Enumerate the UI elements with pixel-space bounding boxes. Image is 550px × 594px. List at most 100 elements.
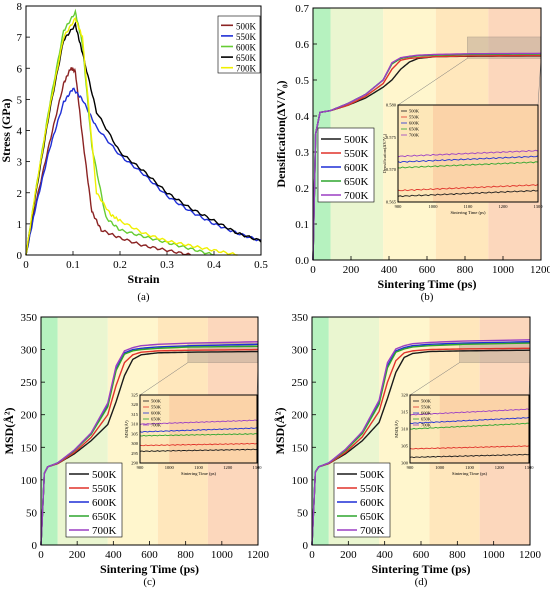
series-line-700K	[40, 341, 259, 546]
y-tick-label: 2	[17, 188, 23, 200]
inset-series-500K	[139, 448, 258, 453]
inset-series-500K	[409, 453, 530, 459]
inset-x-tick-label: 900	[137, 465, 145, 470]
legend-label: 650K	[360, 511, 385, 523]
x-tick-label: 800	[177, 549, 194, 561]
legend-label: 500K	[344, 134, 369, 146]
legend-label: 700K	[344, 190, 369, 202]
legend-label: 500K	[236, 21, 257, 31]
inset: 900 1000 1100 1200 1300 300 305 310 315 320 Sinter…	[394, 393, 534, 477]
y-tick-label: 350	[292, 312, 309, 324]
inset-band	[439, 395, 529, 463]
x-tick-label: 800	[449, 549, 466, 561]
inset-x-tick-label: 1200	[499, 204, 509, 209]
zoom-connector	[139, 362, 189, 396]
y-tick-label: 300	[292, 345, 309, 357]
inset-series-600K	[397, 155, 539, 164]
y-tick-label: 0.5	[295, 75, 309, 87]
y-axis-label: MSD(Å²)	[273, 408, 287, 455]
inset-y-tick-label: 295	[131, 451, 139, 456]
x-tick-label: 800	[457, 264, 474, 276]
inset-legend-label: 500K	[409, 109, 420, 114]
legend-box	[317, 127, 375, 203]
inset-frame	[139, 394, 258, 464]
y-tick-label: 0.3	[295, 147, 309, 159]
y-tick-label: 100	[21, 475, 38, 487]
inset-legend-label: 600K	[151, 411, 162, 416]
inset-y-tick-label: 0.580	[386, 103, 397, 108]
inset-series-600K	[139, 427, 258, 433]
inset-legend-label: 700K	[421, 423, 432, 428]
inset-series-550K	[139, 442, 258, 447]
legend-label: 600K	[236, 43, 257, 53]
inset-x-tick-label: 1300	[525, 465, 535, 470]
y-tick-label: 0.0	[295, 255, 309, 267]
inset-legend-label: 700K	[409, 133, 420, 138]
x-tick-label: 1000	[211, 549, 234, 561]
x-tick-label: 200	[69, 549, 86, 561]
x-tick-label: 0.2	[113, 259, 127, 271]
x-axis-label: Sintering Time (ps)	[100, 562, 199, 576]
inset-x-tick-label: 1300	[253, 465, 263, 470]
inset-frame	[397, 104, 539, 203]
zoom-connector	[409, 362, 460, 396]
y-tick-label: 200	[292, 410, 309, 422]
inset-y-tick-label: 320	[401, 393, 409, 398]
panel-label: (b)	[421, 291, 434, 303]
region-band	[41, 317, 58, 545]
plot-frame	[40, 316, 259, 546]
x-tick-label: 1000	[492, 264, 515, 276]
series-line-700K	[312, 52, 542, 261]
y-tick-label: 250	[292, 377, 309, 389]
panel-label: (a)	[137, 291, 150, 303]
x-tick-label: 1000	[483, 549, 506, 561]
inset-x-label: Sintering Time (ps)	[450, 210, 486, 215]
legend-label: 550K	[92, 483, 117, 495]
inset-y-tick-label: 315	[401, 410, 409, 415]
y-tick-label: 150	[292, 442, 309, 454]
plot-frame	[312, 7, 542, 261]
inset-x-tick-label: 1200	[495, 465, 505, 470]
plot-frame	[25, 5, 262, 256]
x-tick-label: 0.5	[254, 259, 268, 271]
inset-x-tick-label: 1000	[429, 204, 439, 209]
y-tick-label: 6	[17, 63, 23, 75]
inset-x-tick-label: 900	[395, 204, 403, 209]
x-axis-label: Strain	[127, 272, 159, 286]
inset-x-tick-label: 1100	[194, 465, 204, 470]
x-tick-label: 200	[343, 264, 360, 276]
zoom-region	[459, 342, 531, 363]
inset-series-650K	[409, 422, 530, 430]
inset: 900 1000 1100 1200 1300 0.565 0.570 0.575 0.580 S…	[382, 103, 543, 216]
legend-label: 650K	[236, 53, 257, 63]
inset-frame	[409, 394, 530, 464]
x-tick-label: 600	[141, 549, 158, 561]
inset-series-550K	[409, 445, 530, 450]
inset-legend-label: 500K	[151, 399, 162, 404]
y-tick-label: 0.7	[295, 3, 309, 15]
inset-y-tick-label: 305	[131, 431, 139, 436]
x-tick-label: 0	[23, 259, 29, 271]
inset-legend-label: 550K	[421, 405, 432, 410]
panel-d: 0 200 400 600 800 1000 1200 0 50 100 150 200 250 300 3…	[273, 312, 542, 588]
inset-y-tick-label: 310	[131, 422, 139, 427]
legend-label: 700K	[92, 525, 117, 537]
inset-series-600K	[409, 416, 530, 425]
inset-x-tick-label: 1100	[464, 204, 474, 209]
series-line-550K	[25, 87, 262, 255]
x-axis-label: Sintering Time (ps)	[378, 277, 477, 291]
y-tick-label: 300	[21, 345, 38, 357]
x-tick-label: 0	[38, 549, 44, 561]
y-tick-label: 350	[21, 312, 38, 324]
inset-legend-label: 500K	[421, 399, 432, 404]
y-tick-label: 0.6	[295, 39, 309, 51]
y-tick-label: 150	[21, 442, 38, 454]
inset-series-700K	[397, 149, 539, 158]
legend-label: 550K	[360, 483, 385, 495]
inset-x-tick-label: 1000	[435, 465, 445, 470]
x-tick-label: 0.1	[66, 259, 80, 271]
legend-label: 650K	[92, 511, 117, 523]
inset-legend-label: 550K	[151, 405, 162, 410]
y-tick-label: 3	[17, 157, 23, 169]
